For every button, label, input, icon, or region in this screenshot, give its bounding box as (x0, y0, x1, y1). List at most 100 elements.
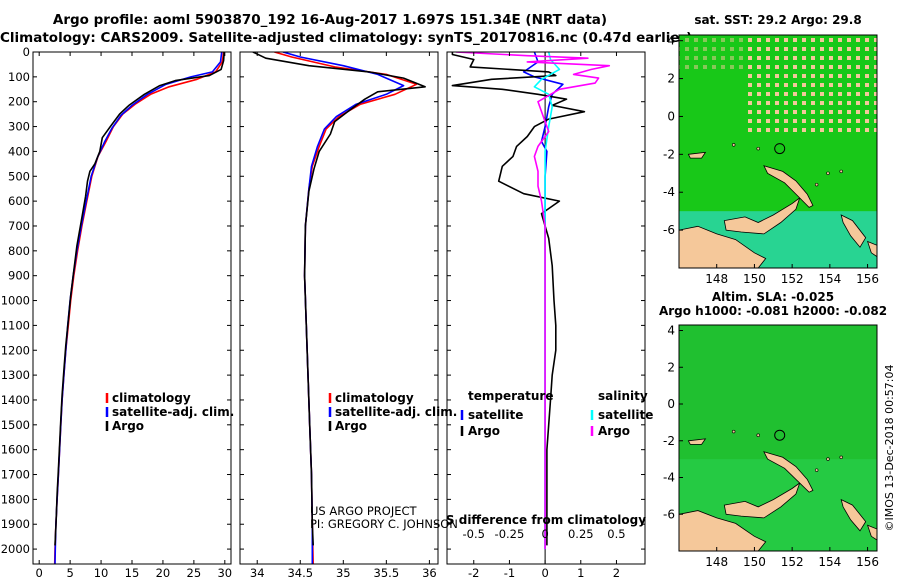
sst-lat-tick-label: -6 (663, 223, 675, 237)
difference-xtick-label: 0 (541, 566, 548, 580)
difference-xlabel-top: S difference from climatology (446, 513, 646, 527)
temperature-plot-area (33, 52, 231, 564)
sst-lon-tick-label: 150 (743, 272, 766, 286)
sst-islet-1 (756, 146, 760, 151)
sst-map-title: sat. SST: 29.2 Argo: 29.8 (694, 13, 861, 27)
sst-cloud-mask-west (679, 35, 745, 70)
project-annotation-line: US ARGO PROJECT (310, 504, 418, 518)
salinity-frame (239, 51, 439, 565)
difference-plot-area (447, 52, 645, 564)
temperature-series-argo (54, 52, 225, 546)
temperature-xtick-label: 25 (187, 566, 202, 580)
sla-islet-1 (756, 433, 760, 437)
difference-xtick-label: 2 (613, 566, 620, 580)
sst-lon-tick-label: 156 (856, 272, 879, 286)
depth-tick-label: 1800 (1, 492, 30, 506)
sla-lon-tick-label: 154 (818, 555, 841, 569)
sla-lat-tick-label: -6 (663, 507, 675, 521)
sst-land-2 (763, 165, 814, 208)
salinity-legend-label: Argo (335, 419, 367, 433)
depth-tick-label: 2000 (1, 542, 30, 556)
sst-islet-3 (839, 169, 843, 174)
temperature-xtick-label: 20 (156, 566, 171, 580)
depth-tick-label: 800 (8, 244, 30, 258)
sst-lon-tick-label: 154 (818, 272, 841, 286)
sst-islet-0 (731, 143, 736, 147)
sst-land-3 (687, 151, 707, 159)
sla-lat-tick-label: 0 (667, 397, 675, 411)
sst-lon-tick-label: 148 (705, 272, 728, 286)
temperature-series-group (53, 52, 225, 564)
sla-islet-3 (839, 455, 843, 459)
difference-series-temperature-argo (451, 52, 586, 546)
diff-legend-salinity-heading: salinity (598, 389, 648, 403)
difference-xtick-label: -2 (468, 566, 479, 580)
depth-tick-label: 100 (8, 70, 30, 84)
depth-tick-label: 1900 (1, 517, 30, 531)
difference-s-tick-label: 0 (541, 527, 548, 541)
sst-land-5 (866, 240, 877, 258)
depth-tick-label: 300 (8, 120, 30, 134)
sst-lat-tick-label: -4 (663, 185, 675, 199)
depth-tick-label: 200 (8, 95, 30, 109)
difference-frame (446, 51, 646, 565)
depth-tick-label: 1600 (1, 443, 30, 457)
sla-land-2 (763, 451, 814, 493)
salinity-legend-label: climatology (335, 391, 414, 405)
sst-lat-tick-label: 4 (667, 34, 675, 48)
difference-xtick-label: 1 (577, 566, 584, 580)
difference-s-tick-label: -0.25 (495, 527, 525, 541)
diff-legend-temp-satellite-label: satellite (468, 408, 523, 422)
sst-lat-tick-label: 0 (667, 109, 675, 123)
sla-islet-4 (814, 468, 819, 472)
diff-legend-temp-argo-label: Argo (468, 424, 500, 438)
salinity-series-group (252, 52, 426, 564)
difference-xtick-label: -1 (504, 566, 515, 580)
temperature-legend-label: Argo (112, 419, 144, 433)
salinity-xtick-label: 36 (422, 566, 437, 580)
sla-map-title-line1: Altim. SLA: -0.025 (712, 290, 834, 304)
sla-lat-tick-label: -2 (663, 434, 675, 448)
temperature-legend-label: climatology (112, 391, 191, 405)
sst-map-frame (678, 34, 878, 269)
sst-map-group (679, 35, 877, 268)
sla-lon-tick-label: 150 (743, 555, 766, 569)
sla-lat-tick-label: -4 (663, 471, 675, 485)
sla-float-location-marker (774, 429, 786, 441)
depth-tick-label: 400 (8, 144, 30, 158)
salinity-xtick-label: 35 (336, 566, 351, 580)
sla-lat-tick-label: 4 (667, 324, 675, 338)
sst-lat-tick-label: 2 (667, 72, 675, 86)
sla-land-1 (723, 481, 801, 519)
sla-lon-tick-label: 156 (856, 555, 879, 569)
sla-lon-tick-label: 148 (705, 555, 728, 569)
difference-s-tick-label: 0.25 (568, 527, 594, 541)
salinity-series-argo (252, 52, 426, 546)
project-annotation-line: PI: GREGORY C. JOHNSON (310, 517, 458, 531)
figure-title-line1: Argo profile: aoml 5903870_192 16-Aug-20… (52, 12, 608, 28)
temperature-xtick-label: 30 (217, 566, 232, 580)
depth-tick-label: 900 (8, 269, 30, 283)
difference-series-salinity-argo (455, 52, 611, 550)
sla-islet-2 (826, 457, 830, 461)
sla-land-3 (687, 438, 707, 445)
diff-legend-temperature-heading: temperature (468, 389, 553, 403)
depth-tick-label: 600 (8, 194, 30, 208)
temperature-xtick-label: 0 (36, 566, 43, 580)
imos-credit: ©IMOS 13-Dec-2018 00:57:04 (883, 365, 896, 532)
sla-islet-0 (731, 429, 736, 434)
temperature-legend-label: satellite-adj. clim. (112, 405, 234, 419)
sst-islet-4 (814, 182, 819, 187)
sst-land-1 (723, 196, 801, 235)
salinity-plot-area (240, 52, 438, 564)
sst-lon-tick-label: 152 (781, 272, 804, 286)
sst-cloud-mask (745, 35, 877, 136)
depth-tick-label: 1200 (1, 343, 30, 357)
sst-float-location-marker (774, 143, 786, 155)
difference-series-group (451, 52, 611, 550)
temperature-xtick-label: 15 (125, 566, 140, 580)
sla-land-0 (679, 510, 767, 551)
sst-lat-tick-label: -2 (663, 147, 675, 161)
depth-tick-label: 1500 (1, 418, 30, 432)
